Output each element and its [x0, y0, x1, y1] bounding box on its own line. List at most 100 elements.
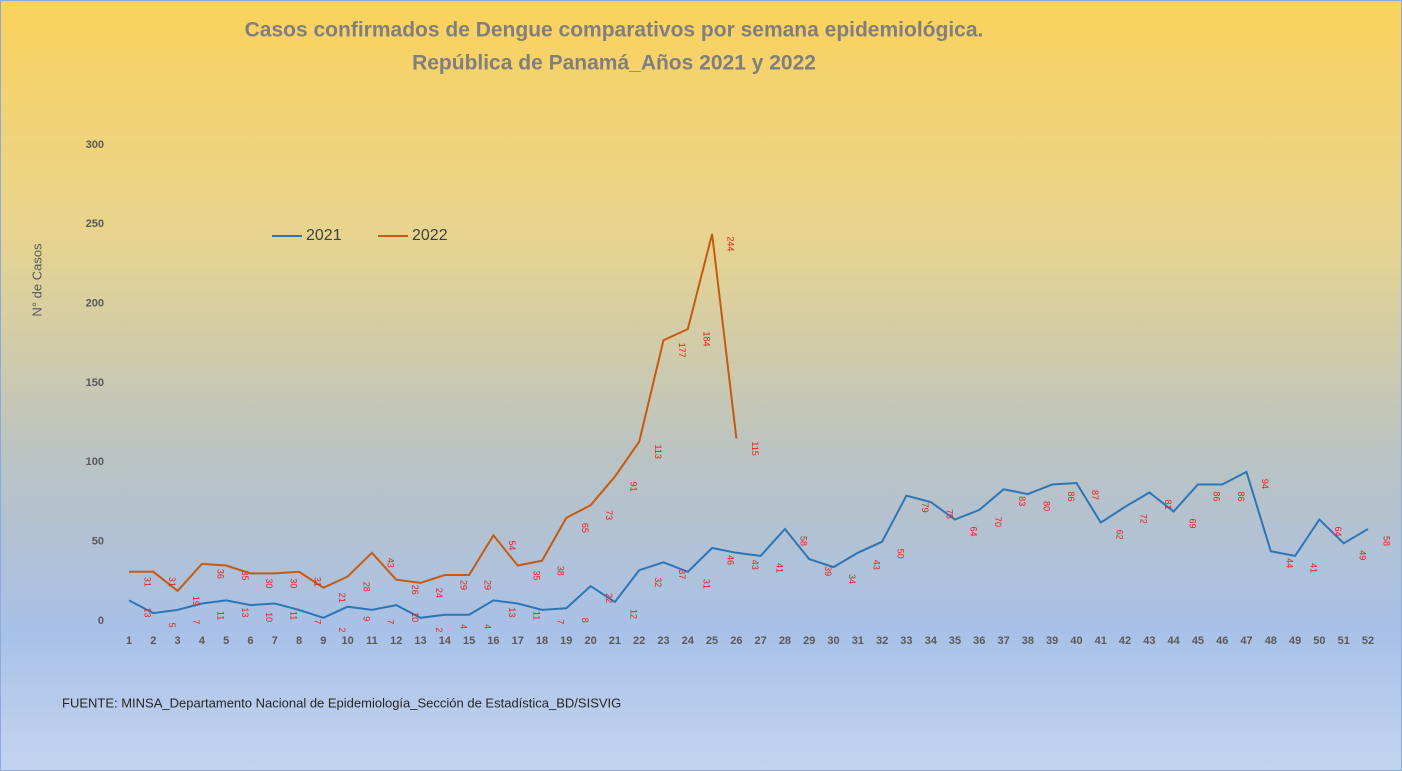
y-axis-label: N° de Casos — [29, 243, 44, 317]
data-label: 7 — [191, 619, 201, 624]
x-tick-label: 1 — [126, 635, 132, 647]
data-label: 37 — [677, 569, 687, 579]
x-tick-label: 21 — [609, 635, 621, 647]
data-label: 50 — [896, 549, 906, 559]
data-label: 13 — [507, 607, 517, 617]
x-tick-label: 10 — [342, 635, 354, 647]
data-label: 2 — [337, 627, 347, 632]
x-tick-label: 50 — [1313, 635, 1325, 647]
x-tick-label: 18 — [536, 635, 548, 647]
data-label: 8 — [580, 618, 590, 623]
data-label: 86 — [1236, 492, 1246, 502]
x-tick-label: 46 — [1216, 635, 1228, 647]
x-tick-label: 37 — [997, 635, 1009, 647]
data-label: 72 — [1139, 514, 1149, 524]
data-label: 54 — [507, 540, 517, 550]
x-tick-label: 32 — [876, 635, 888, 647]
data-label: 7 — [386, 619, 396, 624]
data-label: 10 — [410, 612, 420, 622]
data-label: 184 — [701, 332, 711, 347]
data-label: 49 — [1357, 550, 1367, 560]
y-tick-label: 100 — [86, 456, 104, 468]
source-note: FUENTE: MINSA_Departamento Nacional de E… — [62, 695, 621, 710]
x-tick-label: 43 — [1143, 635, 1155, 647]
x-tick-label: 52 — [1362, 635, 1374, 647]
data-label: 31 — [167, 577, 177, 587]
data-label: 58 — [799, 536, 809, 546]
data-label: 43 — [750, 560, 760, 570]
data-label: 19 — [191, 596, 201, 606]
x-tick-label: 47 — [1240, 635, 1252, 647]
x-tick-label: 20 — [584, 635, 596, 647]
data-label: 28 — [361, 582, 371, 592]
data-label: 86 — [1212, 492, 1222, 502]
x-tick-label: 38 — [1022, 635, 1034, 647]
data-label: 64 — [969, 526, 979, 536]
x-tick-label: 12 — [390, 635, 402, 647]
x-tick-label: 39 — [1046, 635, 1058, 647]
x-tick-label: 36 — [973, 635, 985, 647]
x-tick-label: 51 — [1338, 635, 1350, 647]
x-tick-label: 31 — [852, 635, 864, 647]
x-tick-label: 48 — [1265, 635, 1277, 647]
data-label: 91 — [629, 482, 639, 492]
series-line — [129, 233, 738, 593]
data-label: 39 — [823, 566, 833, 576]
y-tick-label: 300 — [86, 139, 104, 151]
data-label: 80 — [1042, 501, 1052, 511]
x-tick-label: 45 — [1192, 635, 1204, 647]
y-tick-label: 200 — [86, 298, 104, 310]
data-label: 13 — [240, 607, 250, 617]
data-label: 21 — [337, 593, 347, 603]
data-label: 38 — [556, 566, 566, 576]
data-label: 31 — [143, 577, 153, 587]
x-tick-label: 35 — [949, 635, 961, 647]
data-label: 41 — [1309, 563, 1319, 573]
chart-title: República de Panamá_Años 2021 y 2022 — [412, 52, 816, 75]
x-tick-label: 24 — [682, 635, 695, 647]
data-label: 32 — [653, 577, 663, 587]
x-tick-label: 27 — [755, 635, 767, 647]
data-label: 44 — [1284, 558, 1294, 568]
y-tick-label: 50 — [92, 536, 104, 548]
data-label: 4 — [458, 624, 468, 629]
x-tick-label: 3 — [175, 635, 181, 647]
x-tick-label: 16 — [487, 635, 499, 647]
data-label: 7 — [313, 619, 323, 624]
data-label: 113 — [653, 445, 663, 459]
x-tick-label: 8 — [296, 635, 302, 647]
data-label: 36 — [216, 569, 226, 579]
x-tick-label: 41 — [1095, 635, 1107, 647]
data-label: 34 — [847, 574, 857, 584]
data-label: 22 — [604, 593, 614, 603]
x-tick-label: 42 — [1119, 635, 1131, 647]
legend-label: 2022 — [412, 227, 448, 244]
data-label: 64 — [1333, 526, 1343, 536]
x-tick-label: 4 — [199, 635, 206, 647]
x-tick-label: 30 — [827, 635, 839, 647]
data-label: 4 — [483, 624, 493, 629]
x-tick-label: 34 — [925, 635, 938, 647]
x-tick-label: 49 — [1289, 635, 1301, 647]
data-label: 177 — [677, 343, 687, 358]
x-tick-label: 17 — [512, 635, 524, 647]
data-label: 69 — [1187, 519, 1197, 529]
data-label: 81 — [1163, 499, 1173, 509]
x-tick-label: 7 — [272, 635, 278, 647]
x-tick-label: 5 — [223, 635, 229, 647]
data-label: 43 — [871, 560, 881, 570]
data-label: 65 — [580, 523, 590, 533]
x-tick-label: 23 — [657, 635, 669, 647]
x-tick-label: 28 — [779, 635, 791, 647]
x-tick-label: 11 — [366, 635, 378, 647]
data-label: 73 — [604, 510, 614, 520]
x-tick-label: 14 — [439, 635, 452, 647]
data-label: 13 — [143, 607, 153, 617]
y-tick-label: 150 — [86, 377, 104, 389]
x-tick-label: 33 — [900, 635, 912, 647]
x-tick-label: 22 — [633, 635, 645, 647]
data-label: 35 — [240, 570, 250, 580]
legend-label: 2021 — [306, 227, 342, 244]
